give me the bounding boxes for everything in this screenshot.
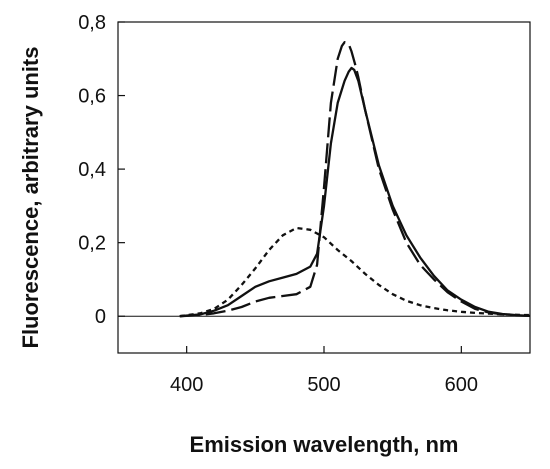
y-tick-label: 0 xyxy=(95,306,106,328)
y-axis-title: Fluorescence, arbitrary units xyxy=(18,47,43,349)
x-tick-label: 600 xyxy=(445,374,478,396)
y-tick-label: 0,6 xyxy=(78,86,106,108)
series-line-solid xyxy=(179,66,531,318)
y-tick-label: 0,8 xyxy=(78,12,106,34)
series-layer xyxy=(179,41,531,318)
series-line-long-dash xyxy=(179,41,531,318)
y-tick-label: 0,2 xyxy=(78,233,106,255)
x-axis-ticks: 400 500 600 xyxy=(170,346,478,396)
x-axis-title: Emission wavelength, nm xyxy=(190,432,459,457)
series-line-short-dash xyxy=(179,226,531,318)
y-axis-ticks: 0 0,2 0,4 0,6 0,8 xyxy=(78,12,125,328)
x-tick-label: 500 xyxy=(307,374,340,396)
x-tick-label: 400 xyxy=(170,374,203,396)
y-tick-label: 0,4 xyxy=(78,159,106,181)
